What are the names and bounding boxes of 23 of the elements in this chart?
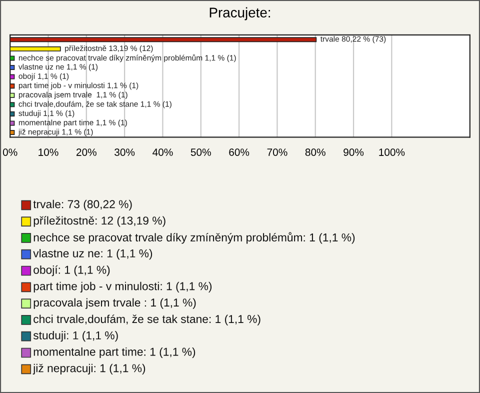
- text: nechce se pracovat trvale díky zmíněným problémům: 1 (1,1 %): [34, 232, 355, 244]
- text: studuji: 1 (1,1 %): [33, 331, 118, 342]
- text: pracovala jsem trvale : 1 (1,1 %): [34, 298, 196, 309]
- text: obojí: 1 (1,1 %): [34, 265, 110, 276]
- x-tick-label: 0%: [2, 148, 18, 156]
- text: vlastne uz ne: 1 (1,1 %): [33, 249, 152, 260]
- x-tick-label: 60%: [229, 148, 250, 156]
- text: trvale: 73 (80,22 %): [33, 200, 132, 210]
- text: part time job - v minulosti: 1 (1,1 %): [34, 282, 212, 292]
- x-tick-label: 70%: [267, 148, 288, 156]
- text: příležitostně: 12 (13,19 %): [34, 216, 166, 227]
- text: momentalne part time: 1 (1,1 %): [34, 347, 196, 358]
- x-tick-label: 100%: [379, 148, 405, 156]
- x-tick-label: 90%: [344, 148, 364, 156]
- x-tick-label: 10%: [38, 148, 58, 156]
- text: chci trvale,doufám, že se tak stane: 1 (1,1 %): [34, 314, 260, 326]
- x-tick-label: 40%: [152, 148, 173, 156]
- x-tick-label: 80%: [305, 148, 326, 156]
- x-tick-label: 20%: [76, 148, 96, 156]
- x-tick-label: 30%: [114, 148, 135, 156]
- chart-title: Pracujete:: [210, 7, 270, 20]
- text: již nepracuji: 1 (1,1 %): [32, 364, 146, 374]
- x-tick-label: 50%: [190, 148, 211, 156]
